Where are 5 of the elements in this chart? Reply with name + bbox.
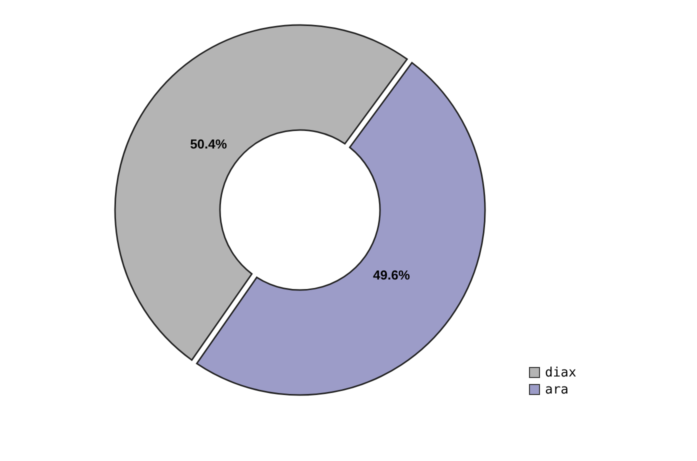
donut-slice — [114, 24, 408, 361]
legend-label: ara — [545, 382, 568, 398]
data-label: 49.6% — [373, 267, 410, 282]
data-label: 50.4% — [190, 136, 228, 152]
legend-label: diax — [545, 366, 576, 380]
